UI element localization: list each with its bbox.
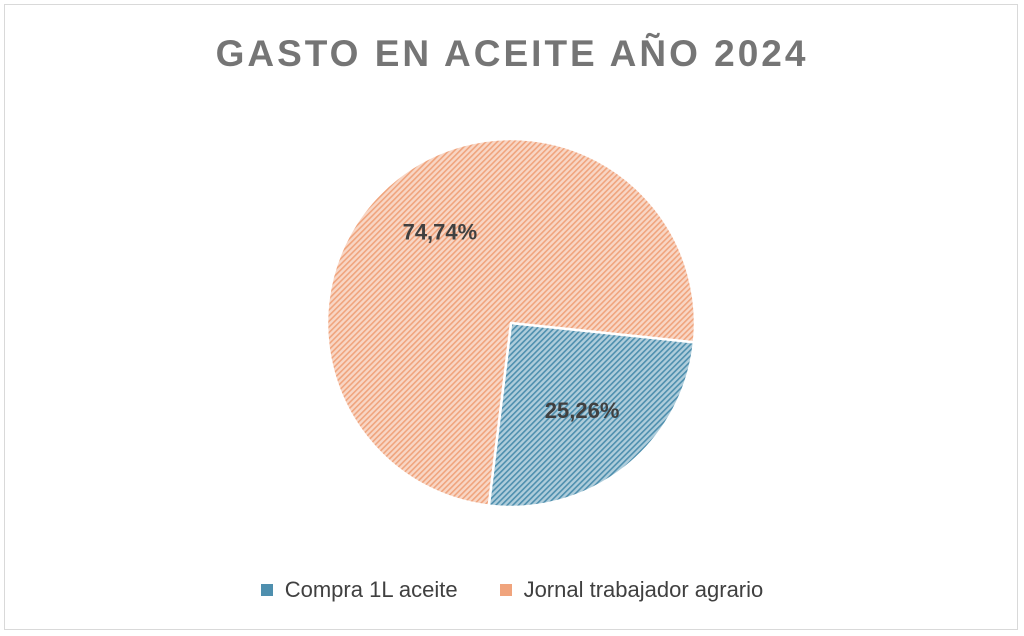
data-label-2: 74,74% — [403, 220, 478, 245]
legend-label-jornal: Jornal trabajador agrario — [523, 577, 764, 602]
data-label-1: 25,26% — [545, 398, 620, 423]
legend-swatch-compra — [260, 584, 273, 596]
chart-title: GASTO EN ACEITE AÑO 2024 — [215, 33, 809, 74]
legend-swatch-jornal — [499, 584, 512, 596]
legend-label-compra: Compra 1L aceite — [284, 577, 458, 602]
chart-legend: Compra 1L aceite Jornal trabajador agrar… — [5, 577, 1019, 603]
legend-item-jornal: Jornal trabajador agrario — [499, 577, 764, 603]
legend-item-compra: Compra 1L aceite — [260, 577, 458, 603]
pie-slice-1 — [487, 321, 696, 509]
chart-frame: GASTO EN ACEITE AÑO 2024 25,26% 74,74% Co… — [4, 4, 1018, 630]
pie-chart: 25,26% 74,74% — [325, 137, 697, 509]
pie-slice-2 — [325, 137, 697, 507]
